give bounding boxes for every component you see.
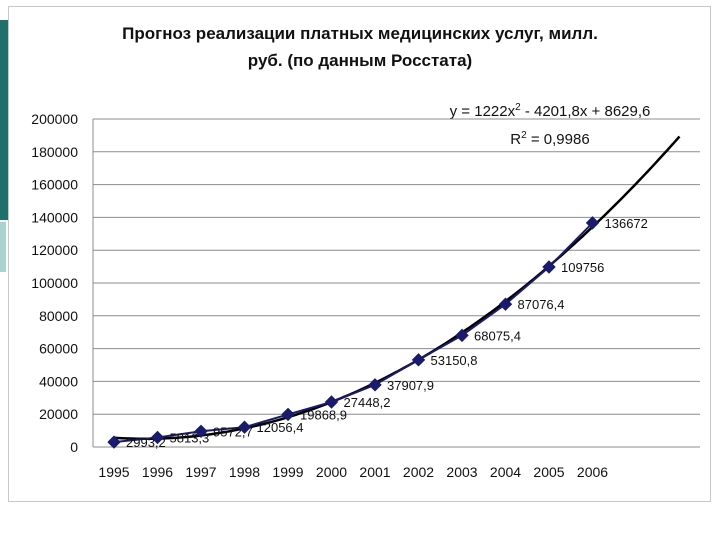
data-point-marker xyxy=(455,328,469,343)
data-label: 19868,9 xyxy=(300,407,347,422)
data-point-marker xyxy=(368,378,382,392)
trendline-formula: y = 1222x2 - 4201,8x + 8629,6 xyxy=(449,102,651,120)
data-label: 109756 xyxy=(561,260,604,275)
data-point-marker xyxy=(107,435,121,449)
y-tick-label: 140000 xyxy=(31,209,78,225)
data-point-marker xyxy=(411,353,426,367)
data-point-marker xyxy=(150,430,165,445)
data-point-marker xyxy=(542,260,556,274)
y-tick-label: 100000 xyxy=(31,275,78,291)
data-point-marker xyxy=(194,424,208,439)
x-tick-label: 2002 xyxy=(403,464,434,480)
x-tick-label: 1997 xyxy=(185,464,216,480)
x-tick-label: 1996 xyxy=(142,464,173,480)
x-tick-label: 1999 xyxy=(272,464,303,480)
data-label: 37907,9 xyxy=(387,378,434,393)
data-label: 53150,8 xyxy=(431,353,478,368)
x-tick-label: 2006 xyxy=(577,464,608,480)
accent-bar-dark xyxy=(0,20,8,220)
data-point-marker xyxy=(498,297,513,311)
chart-title: Прогноз реализации платных медицинских у… xyxy=(122,24,598,70)
data-label: 68075,4 xyxy=(474,328,521,343)
y-tick-label: 160000 xyxy=(31,177,78,193)
x-tick-label: 2003 xyxy=(446,464,477,480)
x-tick-label: 2000 xyxy=(316,464,347,480)
y-tick-label: 80000 xyxy=(39,308,78,324)
series-line xyxy=(113,222,594,444)
data-point-marker xyxy=(281,407,295,422)
trendline-equation: y = 1222x2 - 4201,8x + 8629,6 R2 = 0,998… xyxy=(420,96,680,152)
y-tick-label: 200000 xyxy=(31,111,78,127)
y-tick-label: 180000 xyxy=(31,144,78,160)
accent-bar-light xyxy=(0,222,6,272)
x-tick-label: 1998 xyxy=(229,464,260,480)
y-tick-label: 0 xyxy=(70,439,78,455)
y-tick-label: 120000 xyxy=(31,242,78,258)
trendline-r-squared: R2 = 0,9986 xyxy=(510,130,590,148)
x-tick-label: 1995 xyxy=(98,464,129,480)
x-tick-label: 2005 xyxy=(533,464,564,480)
data-point-marker xyxy=(237,420,252,434)
data-label: 87076,4 xyxy=(518,297,565,312)
slide-accent-bar xyxy=(0,0,8,540)
y-tick-label: 60000 xyxy=(39,341,78,357)
x-tick-label: 2004 xyxy=(490,464,521,480)
y-tick-label: 40000 xyxy=(39,373,78,389)
data-label: 27448,2 xyxy=(344,395,391,410)
data-label: 136672 xyxy=(605,216,648,231)
y-tick-label: 20000 xyxy=(39,406,78,422)
trendline xyxy=(113,135,681,441)
data-point-marker xyxy=(324,395,339,409)
chart-frame xyxy=(8,6,711,502)
data-point-marker xyxy=(585,216,600,230)
data-label: 12056,4 xyxy=(257,420,304,435)
x-tick-label: 2001 xyxy=(359,464,390,480)
